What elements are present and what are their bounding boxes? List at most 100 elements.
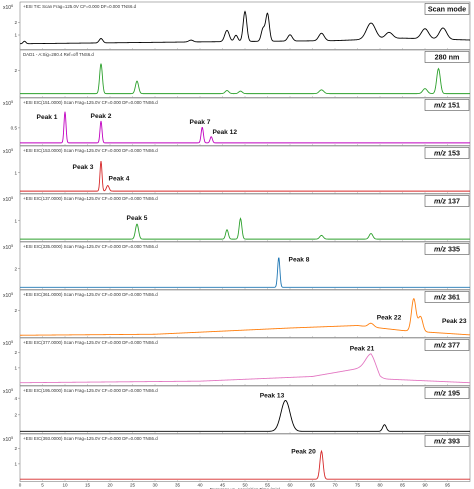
panel-header: +ESI EIC(361.0000) Scan Frag=125.0V CF=0…: [23, 292, 158, 297]
y-exponent: x106: [3, 4, 13, 11]
panel-frame: [19, 49, 471, 98]
panel-1: DAD1 - A:Sig=280.4 Ref=off TNS6.d 2 280 nm: [14, 49, 471, 98]
x-tick-label: 95: [445, 483, 451, 488]
panel-label-box: [424, 291, 470, 303]
panel-label-mz: m/z: [434, 245, 446, 254]
panel-header: +ESI EIC(153.0000) Scan Frag=125.0V CF=0…: [23, 148, 158, 153]
y-tick-label: 1: [14, 33, 17, 38]
panel-label-box: [424, 99, 470, 111]
panel-frame: [19, 145, 471, 194]
y-tick-label: 0.5: [11, 125, 18, 130]
y-tick-label: 2: [14, 350, 17, 355]
panel-label-value: 137: [446, 197, 460, 206]
x-tick-label: 60: [287, 483, 293, 488]
x-tick-label: 55: [265, 483, 271, 488]
panel-5: +ESI EIC(335.0000) Scan Frag=125.0V CF=0…: [3, 241, 471, 290]
y-exponent: x105: [3, 196, 13, 203]
x-tick-label: 10: [62, 483, 68, 488]
y-tick-label: 2: [14, 266, 17, 271]
panel-9: +ESI EIC(393.0000) Scan Frag=125.0V CF=0…: [3, 433, 471, 482]
y-exponent: x105: [3, 148, 13, 155]
panel-label-mz: m/z: [434, 437, 446, 446]
x-tick-label: 70: [332, 483, 338, 488]
x-tick-label: 75: [355, 483, 361, 488]
panel-label: m/z 377: [434, 341, 460, 350]
y-exponent-power: 5: [11, 292, 13, 296]
panel-3: +ESI EIC(153.0000) Scan Frag=125.0V CF=0…: [3, 145, 471, 194]
panel-label-mz: m/z: [434, 101, 446, 110]
peak-label: Peak 3: [73, 164, 94, 171]
y-tick-label: 2: [14, 412, 17, 417]
x-axis-label: Response vs. Acquisition Time (min): [210, 487, 281, 489]
panel-label-value: 195: [446, 389, 460, 398]
panel-frame: [19, 193, 471, 242]
panel-label-mz: m/z: [434, 149, 446, 158]
panel-label-value: 335: [446, 245, 460, 254]
panel-6: +ESI EIC(361.0000) Scan Frag=125.0V CF=0…: [3, 289, 471, 338]
y-exponent-power: 5: [11, 148, 13, 152]
y-tick-label: 2: [14, 308, 17, 313]
panel-label-box: [424, 387, 470, 399]
peak-label: Peak 20: [291, 449, 316, 456]
peak-label: Peak 7: [190, 119, 211, 126]
peak-label: Peak 21: [350, 346, 375, 353]
panel-header: +ESI EIC(377.0000) Scan Frag=125.0V CF=0…: [23, 340, 158, 345]
x-tick-label: 5: [41, 483, 44, 488]
panel-label-box: [424, 3, 470, 15]
panel-label: m/z 335: [434, 245, 460, 254]
panel-header: +ESI EIC(195.0000) Scan Frag=125.0V CF=0…: [23, 388, 158, 393]
panel-label-box: [424, 51, 470, 63]
panel-frame: [19, 433, 471, 482]
x-tick-label: 65: [310, 483, 316, 488]
y-exponent: x105: [3, 244, 13, 251]
panel-label-mz: m/z: [434, 389, 446, 398]
panel-label-value: 151: [446, 101, 460, 110]
series-trace: [19, 353, 471, 384]
panel-label: m/z 137: [434, 197, 460, 206]
y-exponent: x105: [3, 100, 13, 107]
panel-label-box: [424, 435, 470, 447]
panel-label-mz: m/z: [434, 293, 446, 302]
x-tick-label: 80: [377, 483, 383, 488]
y-exponent-power: 5: [11, 100, 13, 104]
panel-label: 280 nm: [435, 53, 460, 62]
panel-4: +ESI EIC(137.0000) Scan Frag=125.0V CF=0…: [3, 193, 471, 242]
x-tick-label: 0: [19, 483, 22, 488]
y-tick-label: 1: [14, 218, 17, 223]
series-trace: [20, 161, 470, 192]
panel-label: m/z 151: [434, 101, 460, 110]
peak-label: Peak 22: [377, 314, 402, 321]
y-exponent: x105: [3, 388, 13, 395]
x-tick-label: 30: [152, 483, 158, 488]
panel-frame: [19, 385, 471, 434]
y-exponent: x105: [3, 436, 13, 443]
panel-8: +ESI EIC(195.0000) Scan Frag=125.0V CF=0…: [3, 385, 471, 434]
peak-label: Peak 5: [127, 215, 148, 222]
x-tick-label: 35: [175, 483, 181, 488]
series-trace: [20, 63, 470, 95]
series-trace: [20, 298, 471, 336]
peak-label: Peak 13: [260, 392, 285, 399]
y-tick-label: 1: [14, 461, 17, 466]
panel-label-box: [424, 339, 470, 351]
y-exponent: x105: [3, 292, 13, 299]
panel-label: m/z 153: [434, 149, 460, 158]
panel-label-value: 153: [446, 149, 460, 158]
panel-header: +ESI TIC Scan Frag=125.0V CF=0.000 DF=0.…: [23, 4, 137, 9]
panel-label: m/z 393: [434, 437, 460, 446]
y-exponent-power: 5: [11, 244, 13, 248]
panel-label-box: [424, 243, 470, 255]
x-tick-label: 15: [85, 483, 91, 488]
y-tick-label: 1: [14, 170, 17, 175]
panel-header: +ESI EIC(393.0000) Scan Frag=125.0V CF=0…: [23, 436, 158, 441]
panel-label-mz: m/z: [434, 341, 446, 350]
peak-label: Peak 23: [442, 318, 467, 325]
peak-label: Peak 12: [212, 129, 237, 136]
panel-label: m/z 195: [434, 389, 460, 398]
series-trace: [20, 400, 470, 432]
panel-label-box: [424, 195, 470, 207]
panel-frame: [19, 1, 471, 50]
peak-label: Peak 1: [37, 114, 58, 121]
y-exponent-power: 5: [11, 388, 13, 392]
y-tick-label: 2: [14, 68, 17, 73]
